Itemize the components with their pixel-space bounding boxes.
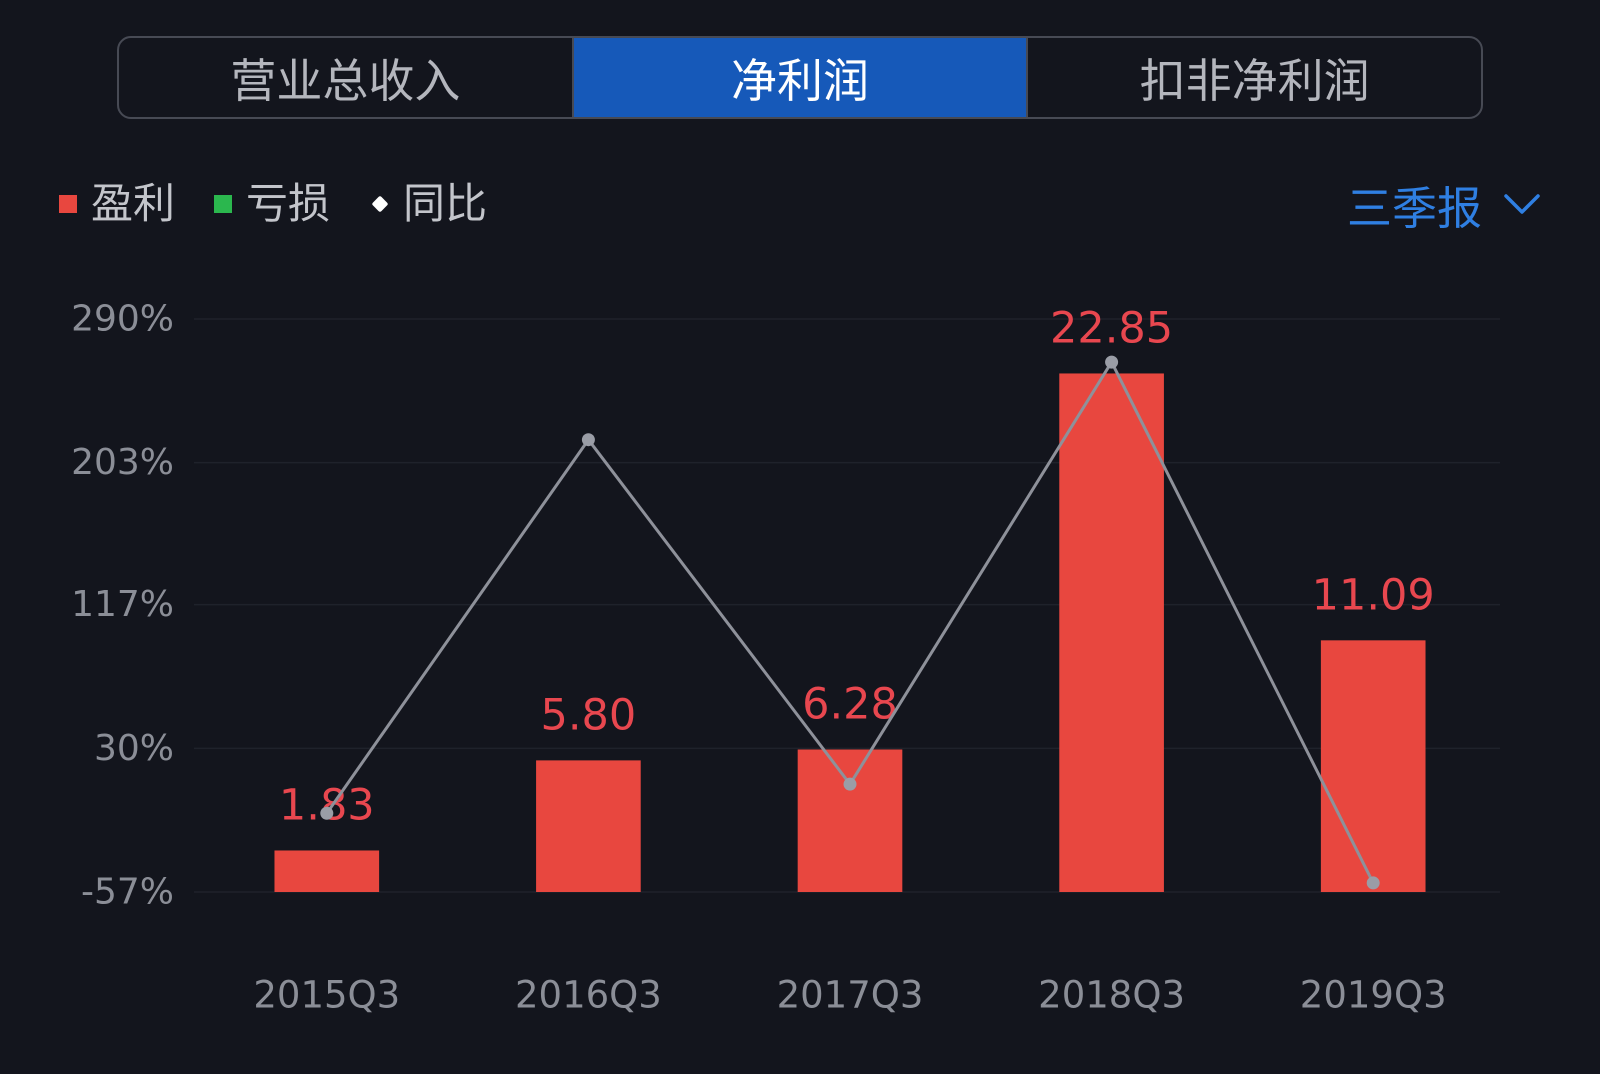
y-tick-label: 290% — [71, 299, 174, 340]
bar-value-label: 22.85 — [1050, 303, 1173, 353]
y-tick-label: 203% — [71, 442, 174, 483]
yoy-point — [1105, 355, 1119, 369]
legend-item-profit: 盈利 — [59, 183, 175, 225]
bar-2017Q3[interactable] — [797, 749, 903, 892]
bar-value-labels: 1.83 5.80 6.28 22.85 11.09 — [279, 303, 1435, 830]
legend-item-loss: 亏损 — [214, 183, 330, 225]
yoy-point — [843, 777, 857, 791]
bar-value-label: 5.80 — [541, 690, 637, 740]
yoy-point — [581, 433, 595, 447]
x-tick-label: 2017Q3 — [777, 974, 924, 1017]
red-square-icon — [59, 195, 77, 213]
y-axis-labels: 290% 203% 117% 30% -57% — [71, 299, 174, 913]
x-axis-labels: 2015Q3 2016Q3 2017Q3 2018Q3 2019Q3 — [253, 974, 1446, 1017]
yoy-points — [320, 355, 1380, 890]
legend-label: 盈利 — [91, 179, 176, 228]
bar-2019Q3[interactable] — [1320, 640, 1426, 892]
x-tick-label: 2018Q3 — [1038, 974, 1185, 1017]
bar-2016Q3[interactable] — [536, 760, 641, 892]
legend-item-yoy: 同比 — [371, 179, 488, 228]
period-label: 三季报 — [1347, 181, 1483, 235]
chevron-down-icon — [1504, 194, 1540, 214]
legend-label: 同比 — [403, 179, 488, 228]
bar-value-label: 1.83 — [279, 780, 375, 830]
yoy-point — [1366, 876, 1380, 890]
y-tick-label: -57% — [81, 872, 174, 913]
y-tick-label: 30% — [94, 728, 174, 769]
y-tick-label: 117% — [71, 584, 174, 625]
profit-bars — [274, 373, 1426, 892]
bar-2018Q3[interactable] — [1059, 373, 1164, 892]
green-square-icon — [214, 195, 232, 213]
bar-value-label: 11.09 — [1312, 570, 1435, 620]
bar-2015Q3[interactable] — [274, 850, 380, 892]
x-tick-label: 2019Q3 — [1300, 974, 1447, 1017]
tab-net-profit[interactable]: 净利润 — [571, 38, 1027, 117]
tab-total-revenue[interactable]: 营业总收入 — [230, 53, 461, 108]
yoy-point — [320, 806, 334, 820]
tab-non-recurring-net-profit[interactable]: 扣非净利润 — [1026, 38, 1481, 117]
x-tick-label: 2016Q3 — [515, 974, 662, 1017]
bar-value-label: 6.28 — [802, 679, 898, 729]
period-selector[interactable]: 三季报 — [1347, 178, 1540, 235]
x-tick-label: 2015Q3 — [253, 974, 400, 1017]
metric-tab-bar: 营业总收入 净利润 扣非净利润 — [117, 36, 1483, 119]
legend-label: 亏损 — [246, 179, 331, 228]
